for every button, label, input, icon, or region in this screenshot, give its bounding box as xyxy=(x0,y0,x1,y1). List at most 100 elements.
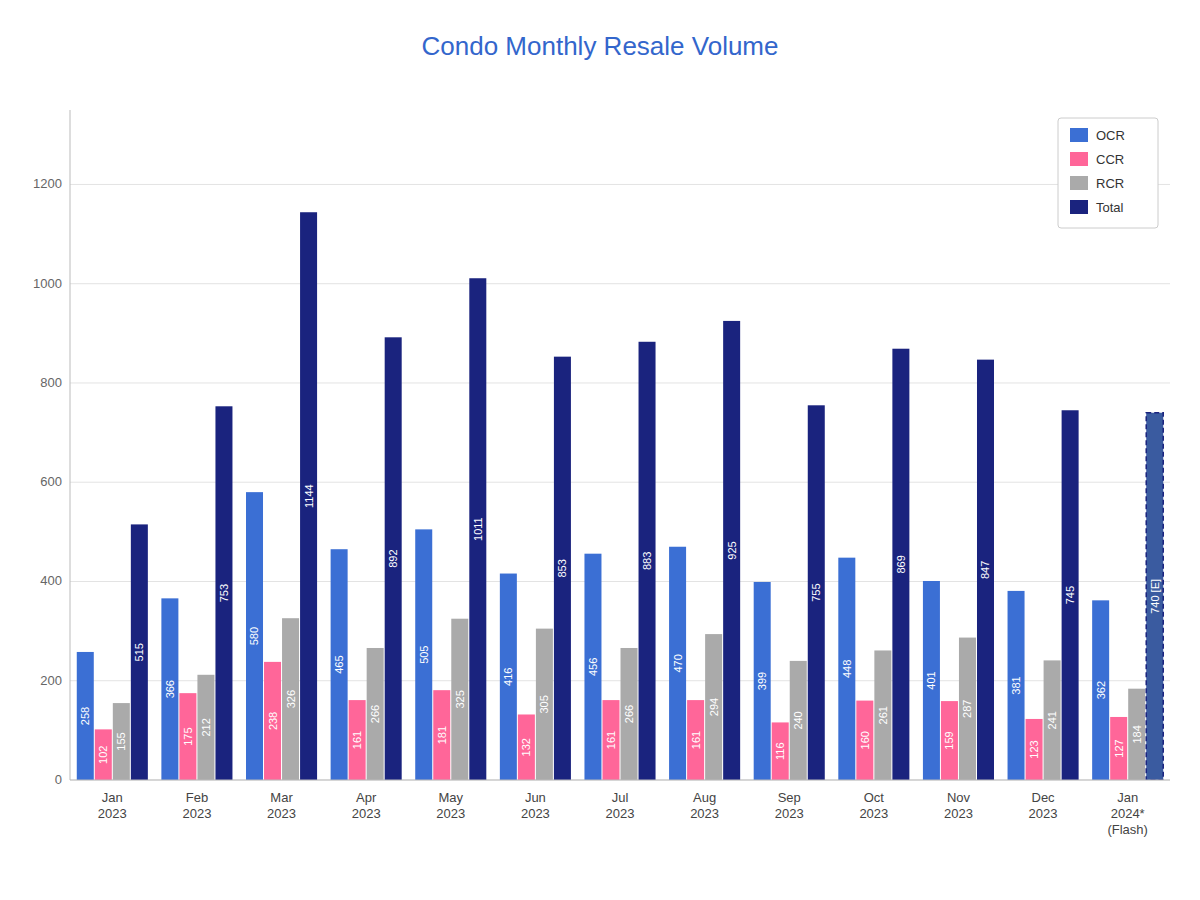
bar xyxy=(584,554,601,780)
x-tick-label: Apr2023 xyxy=(352,790,381,821)
bar xyxy=(669,547,686,780)
x-axis: Jan2023Feb2023Mar2023Apr2023May2023Jun20… xyxy=(98,790,1148,837)
data-label: 515 xyxy=(133,643,145,661)
bar xyxy=(856,701,873,780)
data-label: 399 xyxy=(756,672,768,690)
bar xyxy=(131,524,148,780)
data-label: 740 [E] xyxy=(1149,579,1161,614)
bar xyxy=(705,634,722,780)
bar xyxy=(246,492,263,780)
x-tick-label: Sep2023 xyxy=(775,790,804,821)
legend-swatch xyxy=(1070,128,1088,142)
data-label: 401 xyxy=(925,671,937,689)
data-label: 258 xyxy=(79,707,91,725)
y-tick-label: 600 xyxy=(40,474,62,489)
bar xyxy=(602,700,619,780)
x-tick-label: Oct2023 xyxy=(859,790,888,821)
data-label: 381 xyxy=(1010,676,1022,694)
data-label: 184 xyxy=(1131,725,1143,743)
data-label: 362 xyxy=(1095,681,1107,699)
y-tick-label: 400 xyxy=(40,573,62,588)
bar xyxy=(723,321,740,780)
bar xyxy=(349,700,366,780)
data-label: 326 xyxy=(285,690,297,708)
bar xyxy=(197,675,214,780)
bar xyxy=(754,582,771,780)
bars xyxy=(77,212,1163,780)
data-label: 505 xyxy=(418,646,430,664)
data-label: 175 xyxy=(182,727,194,745)
bar xyxy=(433,690,450,780)
x-tick-label: Feb2023 xyxy=(182,790,211,821)
grid-line xyxy=(70,780,1170,781)
data-label: 266 xyxy=(623,705,635,723)
bar xyxy=(554,357,571,780)
title: Condo Monthly Resale Volume xyxy=(422,31,779,61)
bar xyxy=(95,729,112,780)
x-tick-label: Nov2023 xyxy=(944,790,973,821)
grid-line xyxy=(70,680,1170,681)
data-label: 883 xyxy=(641,552,653,570)
x-tick-label: Mar2023 xyxy=(267,790,296,821)
data-label: 161 xyxy=(605,731,617,749)
legend-box xyxy=(1058,118,1158,228)
data-label: 240 xyxy=(792,711,804,729)
grid-line xyxy=(70,581,1170,582)
data-label: 892 xyxy=(387,549,399,567)
data-label: 102 xyxy=(97,746,109,764)
bar xyxy=(1092,600,1109,780)
bar xyxy=(385,337,402,780)
legend-swatch xyxy=(1070,152,1088,166)
bar xyxy=(892,349,909,780)
data-label: 470 xyxy=(672,654,684,672)
data-label: 161 xyxy=(690,731,702,749)
legend-label: Total xyxy=(1096,200,1124,215)
bar xyxy=(215,406,232,780)
data-label: 238 xyxy=(267,712,279,730)
bar xyxy=(923,581,940,780)
bar xyxy=(687,700,704,780)
data-label: 241 xyxy=(1046,711,1058,729)
data-label: 1011 xyxy=(472,517,484,541)
bar xyxy=(874,650,891,780)
bar xyxy=(941,701,958,780)
y-tick-label: 0 xyxy=(55,772,62,787)
bar xyxy=(1026,719,1043,780)
data-label: 755 xyxy=(810,583,822,601)
data-label: 161 xyxy=(351,731,363,749)
bar xyxy=(621,648,638,780)
bar xyxy=(838,558,855,780)
data-label: 127 xyxy=(1113,739,1125,757)
data-label: 753 xyxy=(218,584,230,602)
bar xyxy=(772,722,789,780)
data-label: 847 xyxy=(979,561,991,579)
bar xyxy=(331,549,348,780)
y-axis-line xyxy=(70,110,71,780)
data-label: 123 xyxy=(1028,740,1040,758)
bar xyxy=(300,212,317,780)
data-label: 465 xyxy=(333,655,345,673)
data-labels: 2583665804655054164564703994484013813621… xyxy=(79,484,1160,764)
data-label: 287 xyxy=(961,700,973,718)
data-label: 212 xyxy=(200,718,212,736)
x-tick-label: Jul2023 xyxy=(606,790,635,821)
bar xyxy=(977,360,994,780)
data-label: 181 xyxy=(436,726,448,744)
x-tick-label: Jan2023 xyxy=(98,790,127,821)
grid-line xyxy=(70,283,1170,284)
legend-label: OCR xyxy=(1096,128,1125,143)
data-label: 325 xyxy=(454,690,466,708)
bar xyxy=(179,693,196,780)
data-label: 1144 xyxy=(303,484,315,508)
data-label: 869 xyxy=(895,555,907,573)
bar xyxy=(77,652,94,780)
bar xyxy=(113,703,130,780)
x-axis-line xyxy=(70,780,1170,781)
x-tick-label: Jan2024*(Flash) xyxy=(1107,790,1147,837)
x-tick-label: Dec2023 xyxy=(1029,790,1058,821)
legend-label: CCR xyxy=(1096,152,1124,167)
bar xyxy=(1044,660,1061,780)
bar xyxy=(1110,717,1127,780)
bar xyxy=(161,598,178,780)
legend-swatch xyxy=(1070,200,1088,214)
